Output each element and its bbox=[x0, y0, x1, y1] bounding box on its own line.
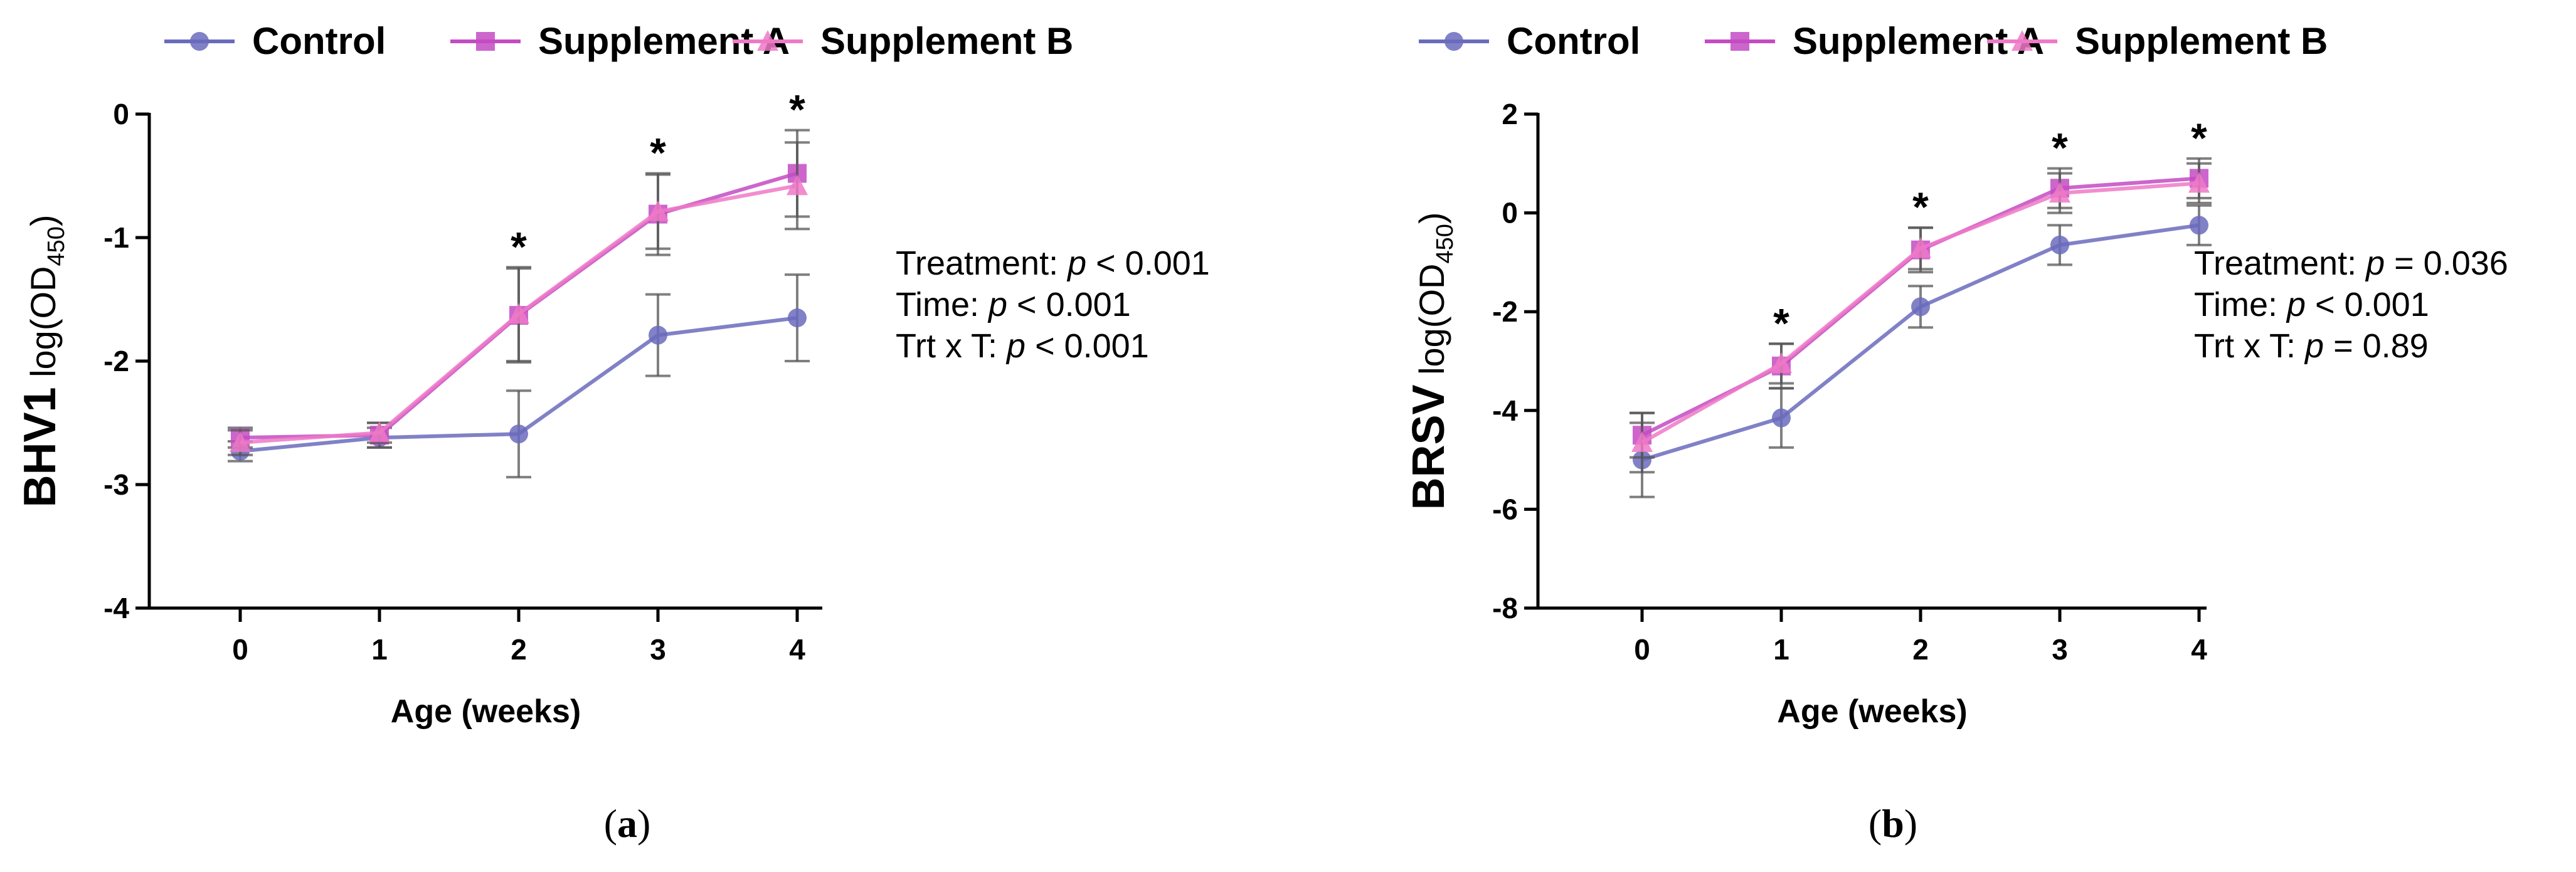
data-point bbox=[508, 303, 529, 324]
x-tick-label: 3 bbox=[650, 633, 666, 666]
y-tick-label: -8 bbox=[1492, 592, 1518, 624]
data-point bbox=[649, 325, 667, 345]
panel-a: Control Supplement A Supplement B0-1-2-3-4… bbox=[15, 20, 1210, 846]
stats-line: Treatment: p = 0.036 bbox=[2194, 244, 2508, 282]
panel-label: (a) bbox=[604, 801, 651, 846]
legend-label: Control bbox=[1507, 20, 1640, 62]
legend-label: Supplement B bbox=[2075, 20, 2328, 62]
x-axis-label: Age (weeks) bbox=[391, 693, 581, 730]
data-point bbox=[1631, 431, 1653, 453]
legend-marker-0 bbox=[190, 32, 209, 51]
panel-b: Control Supplement A Supplement B20-2-4-6-… bbox=[1404, 20, 2508, 846]
y-axis-label: BHV1 log(OD450) bbox=[15, 214, 70, 507]
data-point bbox=[787, 174, 808, 196]
data-point bbox=[369, 421, 390, 443]
legend-marker-2 bbox=[757, 30, 778, 51]
stats-line: Trt x T: p = 0.89 bbox=[2194, 327, 2429, 365]
legend-marker-1 bbox=[476, 32, 495, 51]
y-tick-label: 0 bbox=[113, 98, 129, 130]
data-point bbox=[2188, 172, 2210, 193]
y-tick-label: -2 bbox=[103, 345, 129, 377]
y-tick-label: 2 bbox=[1502, 98, 1518, 130]
data-point bbox=[2050, 235, 2069, 255]
stats-line: Trt x T: p < 0.001 bbox=[896, 327, 1149, 365]
significance-star: * bbox=[789, 87, 805, 133]
data-point bbox=[1771, 352, 1792, 373]
y-tick-label: -3 bbox=[103, 468, 129, 501]
x-tick-label: 2 bbox=[1912, 633, 1929, 666]
stats-line: Time: p < 0.001 bbox=[2194, 286, 2429, 323]
x-tick-label: 0 bbox=[232, 633, 248, 666]
significance-star: * bbox=[2052, 125, 2068, 171]
y-tick-label: -1 bbox=[103, 221, 129, 254]
y-tick-label: -2 bbox=[1492, 295, 1518, 328]
legend-marker-0 bbox=[1444, 32, 1463, 51]
series-supplement-b bbox=[228, 141, 810, 456]
legend-marker-1 bbox=[1731, 32, 1749, 51]
legend-label: Control bbox=[252, 20, 386, 62]
significance-star: * bbox=[1912, 184, 1929, 230]
x-axis-label: Age (weeks) bbox=[1777, 693, 1967, 730]
data-point bbox=[1772, 408, 1791, 428]
y-tick-label: -4 bbox=[1492, 394, 1518, 427]
data-point bbox=[647, 200, 669, 221]
y-tick-label: 0 bbox=[1502, 197, 1518, 229]
x-tick-label: 2 bbox=[511, 633, 527, 666]
stats-line: Time: p < 0.001 bbox=[896, 286, 1131, 323]
data-point bbox=[230, 431, 251, 453]
legend-label: Supplement B bbox=[820, 20, 1073, 62]
data-point bbox=[1911, 297, 1930, 317]
legend-marker-2 bbox=[2012, 30, 2033, 51]
stats-line: Treatment: p < 0.001 bbox=[896, 244, 1210, 282]
y-tick-label: -4 bbox=[103, 592, 129, 624]
significance-star: * bbox=[511, 223, 527, 270]
data-point bbox=[2049, 182, 2070, 203]
x-tick-label: 1 bbox=[1773, 633, 1789, 666]
data-point bbox=[509, 424, 528, 444]
x-tick-label: 1 bbox=[371, 633, 388, 666]
x-tick-label: 0 bbox=[1634, 633, 1650, 666]
panel-label: (b) bbox=[1868, 801, 1917, 846]
y-tick-label: -6 bbox=[1492, 493, 1518, 525]
data-point bbox=[788, 308, 807, 328]
significance-star: * bbox=[650, 130, 666, 176]
data-point bbox=[1910, 237, 1931, 258]
series-supplement-b bbox=[1630, 162, 2212, 474]
x-tick-label: 4 bbox=[2191, 633, 2207, 666]
data-point bbox=[2190, 216, 2208, 235]
x-tick-label: 3 bbox=[2052, 633, 2068, 666]
x-tick-label: 4 bbox=[789, 633, 805, 666]
significance-star: * bbox=[1773, 300, 1789, 346]
significance-star: * bbox=[2191, 115, 2207, 161]
y-axis-label: BRSV log(OD450) bbox=[1404, 212, 1458, 510]
